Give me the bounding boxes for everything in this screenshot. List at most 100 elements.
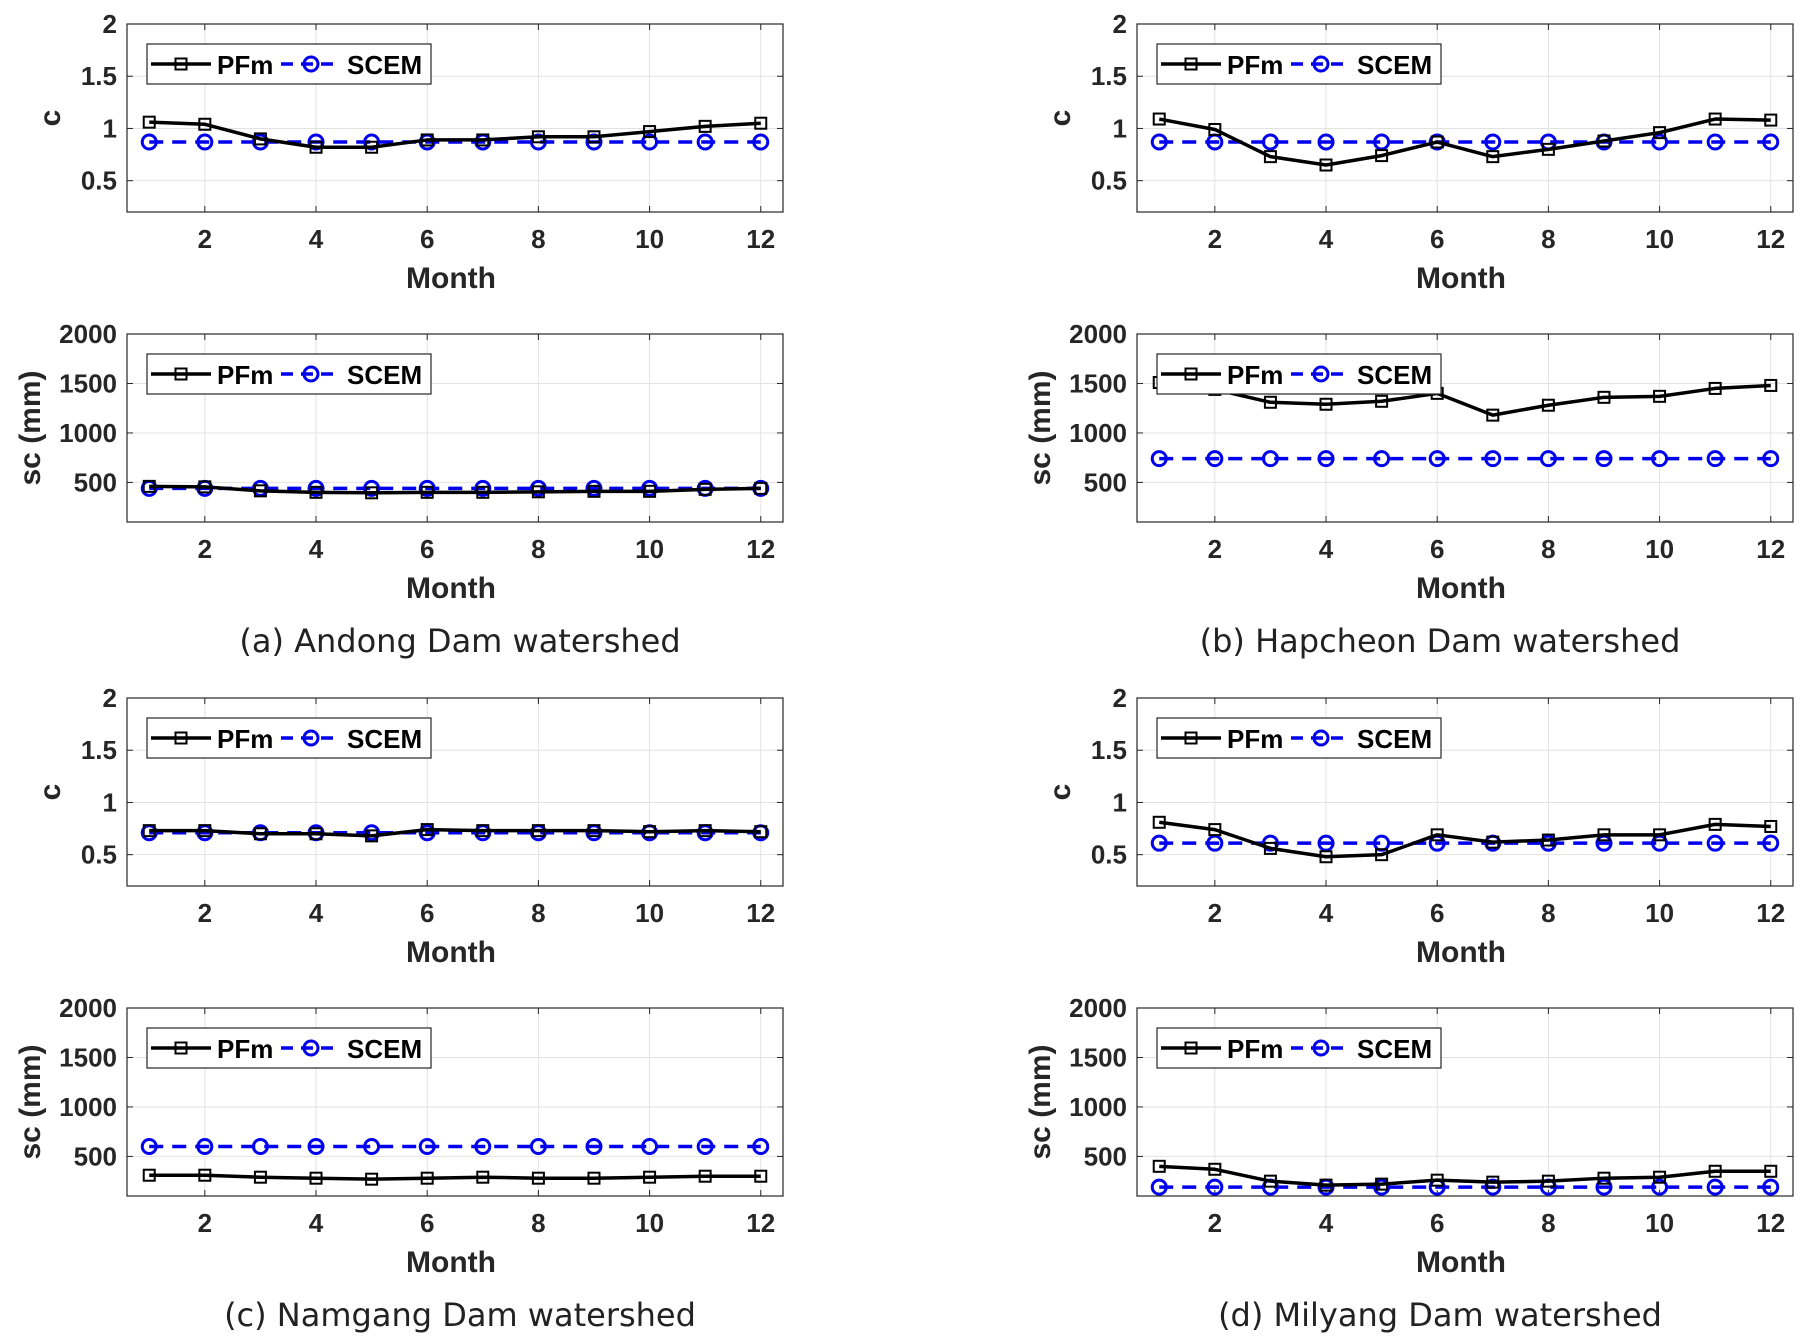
chart-svg-c-c: 2 4 6 8 10 12 0.5 1 1.5 2 Month c PFm SCEM [34, 683, 784, 969]
series-pfm [1152, 815, 1778, 864]
y-axis-label: c [34, 784, 67, 801]
axes-box [1136, 1007, 1794, 1197]
y-tick-label: 1.5 [1091, 735, 1127, 765]
data-point-scem [418, 824, 436, 842]
x-tick-label: 12 [746, 224, 775, 254]
series-line-pfm [1159, 380, 1771, 417]
data-point-pfm [1597, 1171, 1611, 1185]
legend: PFm SCEM [1156, 353, 1442, 395]
y-tick-label: 0.5 [81, 840, 117, 870]
x-tick-label: 12 [746, 898, 775, 928]
y-tick-label: 1500 [1069, 368, 1127, 398]
y-tick-label: 1000 [59, 1092, 117, 1122]
y-tick-label: 2000 [59, 993, 117, 1023]
legend-pfm-marker [174, 367, 188, 381]
data-point-scem [1539, 450, 1557, 468]
data-point-pfm [1375, 394, 1389, 408]
data-point-scem [1261, 133, 1279, 151]
series-pfm [1152, 1159, 1778, 1192]
data-point-pfm [1708, 112, 1722, 126]
data-point-pfm [754, 1169, 768, 1183]
data-point-pfm [531, 130, 545, 144]
data-point-scem [418, 479, 436, 497]
data-point-scem [1539, 834, 1557, 852]
data-point-pfm [309, 140, 323, 154]
legend-pfm-marker [174, 731, 188, 745]
x-tick-label: 10 [1645, 224, 1674, 254]
data-point-pfm [1375, 1177, 1389, 1191]
data-point-pfm [1263, 150, 1277, 164]
data-point-pfm [309, 1171, 323, 1185]
data-point-scem [1373, 834, 1391, 852]
x-tick-label: 2 [198, 224, 212, 254]
series-scem [140, 479, 770, 497]
y-tick-label: 1 [103, 113, 117, 143]
data-point-pfm [253, 132, 267, 146]
legend: PFm SCEM [146, 353, 432, 395]
data-point-scem [196, 1138, 214, 1156]
data-point-pfm [1486, 150, 1500, 164]
chart-svg-b-c: 2 4 6 8 10 12 0.5 1 1.5 2 Month c PFm SCEM [1044, 9, 1794, 295]
data-point-pfm [1319, 1178, 1333, 1192]
data-point-pfm [198, 824, 212, 838]
data-point-pfm [1319, 850, 1333, 864]
series-pfm [1152, 112, 1778, 172]
y-tick-label: 2 [103, 9, 117, 39]
x-tick-label: 2 [198, 534, 212, 564]
data-point-pfm [698, 1169, 712, 1183]
x-tick-label: 8 [1541, 224, 1555, 254]
data-point-scem [1595, 1178, 1613, 1196]
data-point-pfm [1263, 395, 1277, 409]
y-tick-label: 1000 [1069, 418, 1127, 448]
data-point-pfm [1430, 1173, 1444, 1187]
data-point-scem [585, 1138, 603, 1156]
x-tick-label: 12 [1756, 224, 1785, 254]
x-tick-label: 2 [198, 898, 212, 928]
data-point-scem [1317, 834, 1335, 852]
data-point-scem [696, 1138, 714, 1156]
legend: PFm SCEM [146, 717, 432, 759]
data-point-scem [1373, 133, 1391, 151]
x-tick-label: 4 [1319, 224, 1334, 254]
x-tick-label: 4 [309, 898, 324, 928]
legend-scem-marker [1312, 365, 1330, 383]
data-point-pfm [365, 486, 379, 500]
data-point-pfm [698, 824, 712, 838]
x-tick-label: 8 [1541, 1208, 1555, 1238]
x-tick-label: 10 [635, 534, 664, 564]
data-point-scem [1317, 133, 1335, 151]
y-axis-label: sc (mm) [1024, 370, 1057, 485]
data-point-pfm [698, 119, 712, 133]
legend-scem-marker [1312, 729, 1330, 747]
legend-scem-label: SCEM [1357, 1034, 1432, 1064]
data-point-pfm [1764, 378, 1778, 392]
caption-d: (d) Milyang Dam watershed [1218, 1296, 1662, 1334]
data-point-scem [529, 1138, 547, 1156]
data-point-scem [1150, 450, 1168, 468]
data-point-scem [1317, 450, 1335, 468]
legend-scem-marker [302, 1039, 320, 1057]
y-tick-label: 0.5 [1091, 840, 1127, 870]
data-point-pfm [1541, 398, 1555, 412]
data-point-scem [1261, 450, 1279, 468]
data-point-pfm [1764, 113, 1778, 127]
data-point-scem [1150, 834, 1168, 852]
legend-scem-marker [302, 729, 320, 747]
x-tick-label: 2 [1208, 224, 1222, 254]
legend-scem-marker [302, 55, 320, 73]
axes-box [126, 23, 784, 213]
x-tick-label: 12 [1756, 898, 1785, 928]
y-axis-label: c [1044, 784, 1077, 801]
data-point-scem [529, 133, 547, 151]
chart-d-c: 2 4 6 8 10 12 0.5 1 1.5 2 Month c PFm SCEM [1010, 674, 1810, 984]
data-point-scem [1706, 834, 1724, 852]
data-point-scem [1206, 450, 1224, 468]
data-point-pfm [1486, 408, 1500, 422]
data-point-pfm [1263, 1174, 1277, 1188]
x-tick-label: 6 [420, 898, 434, 928]
chart-a-sc: 2 4 6 8 10 12 500 1000 1500 2000 Month sc (mm) PFm SC… [0, 310, 800, 620]
series-line-pfm [1159, 1164, 1771, 1187]
data-point-pfm [198, 480, 212, 494]
chart-svg-a-sc: 2 4 6 8 10 12 500 1000 1500 2000 Month sc (mm) PFm SC… [14, 319, 784, 605]
legend-scem-marker [1312, 1039, 1330, 1057]
